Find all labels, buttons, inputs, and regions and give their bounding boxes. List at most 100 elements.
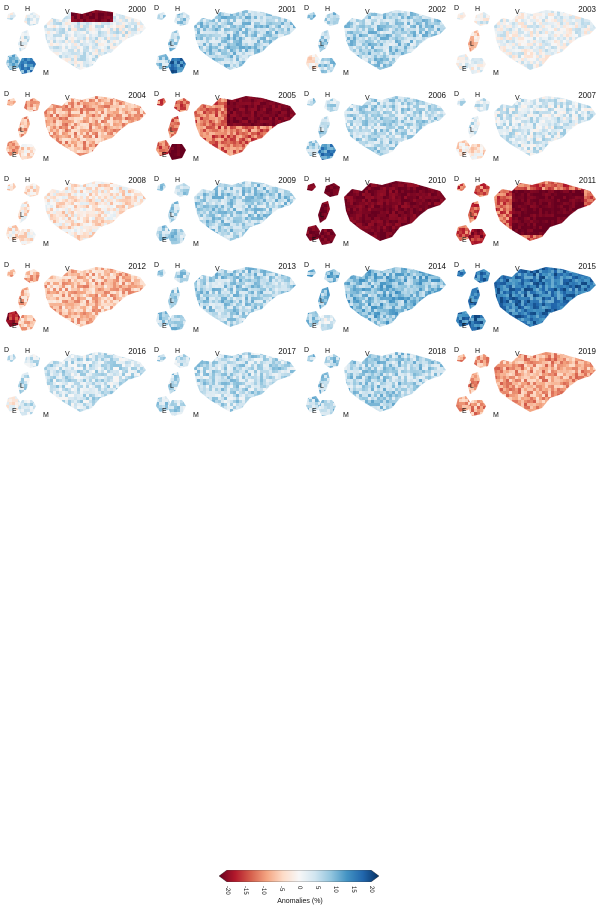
region-label-l: L [320, 383, 324, 390]
region-label-l: L [320, 298, 324, 305]
region-label-l: L [20, 383, 24, 390]
region-label-m: M [43, 241, 49, 248]
region-label-l: L [20, 212, 24, 219]
region-label-e: E [462, 66, 467, 73]
region-d-field [157, 354, 169, 363]
region-label-d: D [154, 262, 159, 269]
region-label-e: E [12, 237, 17, 244]
region-label-d: D [454, 262, 459, 269]
region-label-e: E [312, 66, 317, 73]
region-m-field [18, 400, 39, 418]
region-d-field [7, 183, 19, 192]
colorbar [219, 870, 379, 882]
region-v-field [344, 96, 449, 159]
panel-year-label: 2013 [278, 262, 296, 271]
region-label-l: L [470, 298, 474, 305]
region-label-e: E [12, 323, 17, 330]
region-v-field [494, 352, 599, 415]
region-v-field [194, 267, 299, 330]
region-label-m: M [193, 327, 199, 334]
panel-year-label: 2005 [278, 91, 296, 100]
region-label-h: H [475, 92, 480, 99]
region-label-l: L [470, 212, 474, 219]
panel-year-label: 2018 [428, 347, 446, 356]
region-v-field [44, 352, 149, 415]
region-label-h: H [475, 348, 480, 355]
region-d-field [157, 183, 169, 192]
region-v-field [344, 267, 449, 330]
region-label-d: D [4, 5, 9, 12]
region-label-m: M [493, 70, 499, 77]
region-label-l: L [320, 212, 324, 219]
region-d-field [307, 269, 319, 278]
region-label-d: D [154, 176, 159, 183]
region-label-h: H [175, 348, 180, 355]
region-v-field [194, 10, 299, 73]
region-m-field [18, 58, 39, 76]
region-label-m: M [43, 327, 49, 334]
region-label-m: M [343, 412, 349, 419]
colorbar-tick-label: -20 [224, 886, 230, 895]
region-v-field [194, 352, 299, 415]
region-h-field [324, 98, 342, 113]
region-v-field [44, 96, 149, 159]
region-label-e: E [462, 152, 467, 159]
panel-year-label: 2007 [578, 91, 596, 100]
panel-year-label: 2004 [128, 91, 146, 100]
region-label-e: E [462, 408, 467, 415]
region-v-field [44, 267, 149, 330]
colorbar-tick-label: -5 [278, 886, 284, 891]
region-v-field [494, 181, 599, 244]
region-label-d: D [4, 176, 9, 183]
region-h-field [324, 269, 342, 284]
region-label-e: E [12, 152, 17, 159]
region-h-field [474, 354, 492, 369]
region-label-v: V [215, 95, 220, 102]
region-h-field [474, 183, 492, 198]
region-label-h: H [325, 92, 330, 99]
region-label-m: M [193, 241, 199, 248]
region-label-v: V [215, 180, 220, 187]
region-d-field [157, 269, 169, 278]
region-v-field [494, 10, 599, 73]
region-label-m: M [193, 412, 199, 419]
region-d-field [457, 354, 469, 363]
region-h-field [474, 98, 492, 113]
region-h-field [324, 183, 342, 198]
region-label-h: H [25, 92, 30, 99]
region-d-field [7, 354, 19, 363]
region-d-field [457, 98, 469, 107]
region-label-e: E [462, 323, 467, 330]
region-label-l: L [470, 41, 474, 48]
region-label-m: M [343, 241, 349, 248]
region-label-m: M [193, 156, 199, 163]
region-h-field [24, 183, 42, 198]
region-label-h: H [325, 263, 330, 270]
region-label-h: H [175, 177, 180, 184]
region-label-v: V [515, 266, 520, 273]
region-label-d: D [154, 347, 159, 354]
region-h-field [324, 12, 342, 27]
region-label-h: H [25, 177, 30, 184]
region-h-field [24, 12, 42, 27]
region-d-field [307, 354, 319, 363]
region-label-h: H [325, 348, 330, 355]
region-label-l: L [470, 127, 474, 134]
region-h-field [324, 354, 342, 369]
region-label-m: M [193, 70, 199, 77]
region-label-v: V [65, 266, 70, 273]
region-h-field [174, 98, 192, 113]
region-label-h: H [475, 6, 480, 13]
panel-year-label: 2019 [578, 347, 596, 356]
region-v-field [344, 181, 449, 244]
region-m-field [468, 229, 489, 247]
region-label-e: E [162, 408, 167, 415]
region-label-h: H [25, 348, 30, 355]
region-label-v: V [515, 180, 520, 187]
